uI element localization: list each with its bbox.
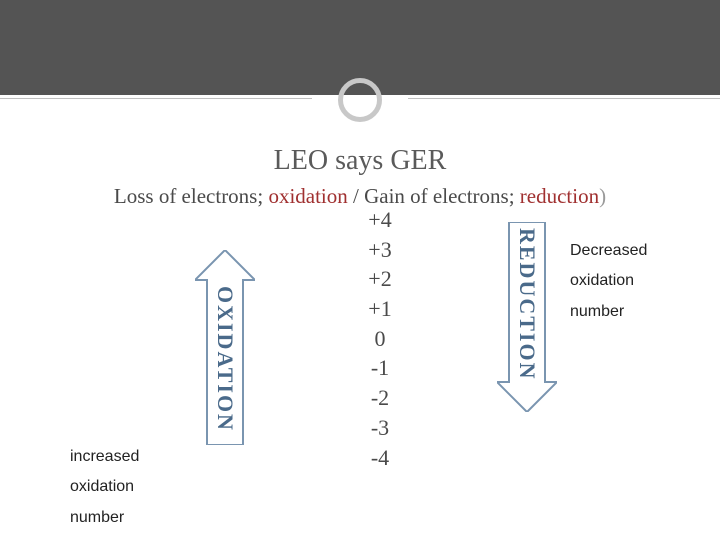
scale-value: -1 (350, 353, 410, 383)
scale-value: 0 (350, 324, 410, 354)
circle-ornament (338, 78, 382, 122)
keyword-oxidation: oxidation (268, 184, 347, 208)
increased-oxidation-label: increasedoxidationnumber (70, 442, 139, 533)
side-text-line: number (70, 503, 139, 533)
scale-value: +2 (350, 264, 410, 294)
side-text-line: oxidation (70, 472, 139, 502)
scale-value: +3 (350, 235, 410, 265)
side-text-line: Decreased (570, 236, 647, 266)
oxidation-arrow-label: OXIDATION (212, 286, 238, 441)
scale-value: -3 (350, 413, 410, 443)
divider-right (408, 98, 720, 99)
side-text-line: number (570, 297, 647, 327)
reduction-arrow: REDUCTION (497, 222, 557, 417)
oxidation-arrow: OXIDATION (195, 250, 255, 450)
scale-value: +1 (350, 294, 410, 324)
side-text-line: oxidation (570, 266, 647, 296)
oxidation-number-scale: +4+3+2+10-1-2-3-4 (350, 205, 410, 472)
page-title: LEO says GER (0, 145, 720, 177)
scale-value: -2 (350, 383, 410, 413)
keyword-reduction: reduction (520, 184, 599, 208)
side-text-line: increased (70, 442, 139, 472)
divider-left (0, 98, 312, 99)
scale-value: -4 (350, 443, 410, 473)
decreased-oxidation-label: Decreasedoxidationnumber (570, 236, 647, 327)
reduction-arrow-label: REDUCTION (514, 228, 540, 378)
scale-value: +4 (350, 205, 410, 235)
subtitle-prefix: Loss of electrons; (114, 184, 269, 208)
close-paren: ) (599, 184, 606, 208)
